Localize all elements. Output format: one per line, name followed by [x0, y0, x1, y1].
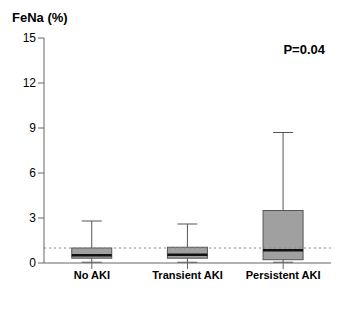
svg-text:3: 3 — [29, 211, 36, 225]
svg-text:Persistent AKI: Persistent AKI — [246, 269, 321, 281]
html-text:FeNa (%): FeNa (%) — [12, 10, 68, 25]
svg-text:12: 12 — [23, 76, 37, 90]
svg-text:0: 0 — [29, 256, 36, 270]
svg-text:15: 15 — [23, 31, 37, 45]
svg-text:No AKI: No AKI — [74, 269, 110, 281]
html-text:P=0.04: P=0.04 — [283, 42, 325, 57]
svg-text:9: 9 — [29, 121, 36, 135]
svg-text:Transient AKI: Transient AKI — [152, 269, 223, 281]
svg-text:6: 6 — [29, 166, 36, 180]
